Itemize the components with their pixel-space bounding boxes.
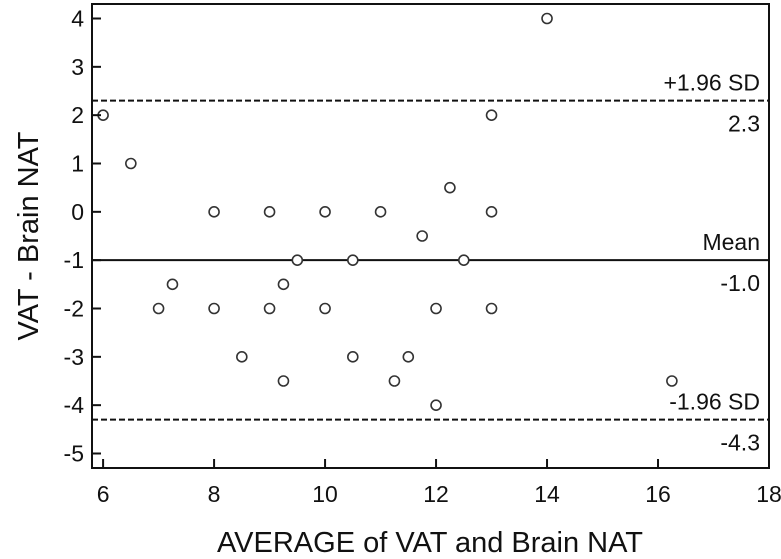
data-point	[541, 12, 553, 25]
x-axis-ticks: 6 8 10 12 14 16 18	[97, 459, 781, 507]
data-point	[291, 254, 304, 266]
x-axis-label: AVERAGE of VAT and Brain NAT	[217, 527, 643, 559]
reference-lines: +1.96 SD 2.3 Mean -1.0 -1.96 SD -4.3	[92, 70, 769, 456]
data-point	[430, 399, 442, 411]
data-point	[125, 157, 137, 170]
reference-line-value: -1.0	[720, 270, 760, 296]
y-tick-label: 0	[71, 199, 84, 225]
y-tick-label: -4	[64, 392, 85, 418]
reference-line-value: -4.3	[720, 430, 760, 456]
data-point	[347, 351, 359, 363]
data-point	[166, 278, 179, 291]
data-point	[485, 206, 498, 218]
reference-line-value: 2.3	[728, 111, 760, 137]
data-point	[347, 254, 359, 266]
y-tick-label: -3	[64, 344, 84, 370]
data-point	[208, 302, 220, 315]
y-tick-label: -5	[64, 441, 84, 467]
data-point	[236, 351, 248, 363]
y-tick-label: -2	[64, 296, 84, 322]
x-tick-label: 12	[423, 481, 449, 507]
y-tick-label: 4	[71, 6, 84, 32]
reference-line-name: +1.96 SD	[663, 70, 760, 96]
y-tick-label: -1	[64, 247, 84, 273]
x-tick-label: 14	[534, 481, 560, 507]
data-points	[97, 12, 678, 411]
data-point	[277, 375, 290, 387]
x-tick-label: 8	[208, 481, 221, 507]
reference-line-name: -1.96 SD	[669, 389, 760, 415]
x-tick-label: 6	[97, 481, 110, 507]
data-point	[402, 351, 415, 363]
x-tick-label: 16	[645, 481, 671, 507]
y-tick-label: 2	[71, 102, 84, 128]
x-tick-label: 18	[756, 481, 781, 507]
data-point	[388, 375, 401, 387]
data-point	[263, 206, 276, 218]
data-point	[485, 109, 498, 121]
y-axis-label: VAT - Brain NAT	[13, 131, 45, 340]
data-point	[444, 181, 456, 194]
data-point	[319, 302, 331, 315]
y-tick-label: 1	[71, 151, 84, 177]
x-tick-label: 10	[312, 481, 338, 507]
data-point	[666, 375, 678, 387]
data-point	[430, 302, 442, 315]
data-point	[416, 230, 428, 242]
data-point	[319, 206, 331, 218]
data-point	[485, 302, 498, 315]
plot-frame	[91, 3, 770, 469]
y-axis-ticks: 4 3 2 1 0 -1 -2 -3 -4 -5	[64, 6, 101, 467]
data-point	[208, 206, 220, 218]
reference-line-name: Mean	[702, 229, 760, 255]
data-point	[263, 302, 276, 315]
data-point	[277, 278, 290, 291]
data-point	[152, 302, 165, 315]
y-tick-label: 3	[71, 54, 84, 80]
data-point	[374, 206, 387, 218]
data-point	[457, 254, 470, 266]
